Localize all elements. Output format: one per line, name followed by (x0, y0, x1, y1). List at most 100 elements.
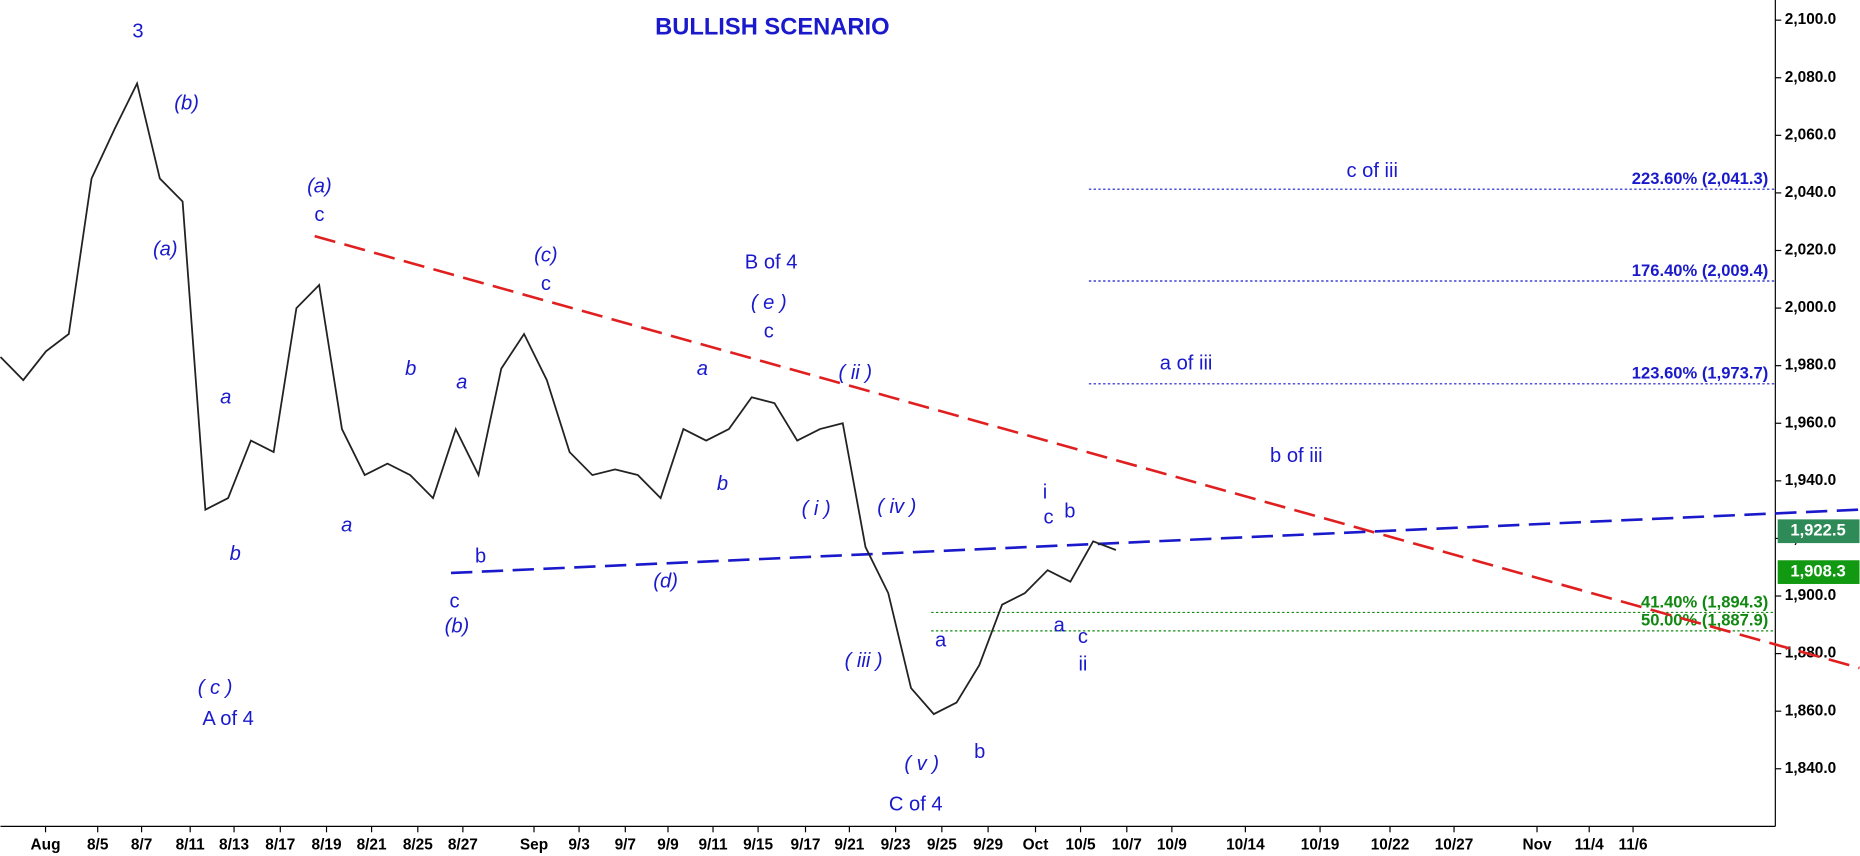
x-tick-label: 8/21 (357, 836, 387, 853)
wave-label: ( c ) (198, 677, 233, 699)
x-tick-label: 10/22 (1371, 836, 1410, 853)
wave-label: a (220, 387, 231, 409)
x-tick-label: 9/15 (743, 836, 773, 853)
wave-label: b of iii (1270, 445, 1323, 467)
x-tick-label: 8/7 (131, 836, 152, 853)
x-tick-label: 9/21 (834, 836, 864, 853)
y-tick-label: 2,040.0 (1785, 184, 1836, 201)
y-tick-label: 2,060.0 (1785, 126, 1836, 143)
fib-label: 50.00% (1,887.9) (1641, 611, 1768, 630)
wave-label: c (314, 204, 324, 226)
wave-label: c (541, 273, 551, 295)
wave-label: c (764, 320, 774, 342)
chart-title: BULLISH SCENARIO (655, 15, 889, 41)
wave-label: b (230, 543, 241, 565)
fib-label: 123.60% (1,973.7) (1632, 364, 1768, 383)
x-tick-label: 9/9 (657, 836, 678, 853)
x-tick-label: 9/7 (615, 836, 636, 853)
wave-label: b (974, 741, 985, 763)
x-tick-label: 8/13 (219, 836, 249, 853)
trendline (450, 508, 1860, 575)
x-tick-label: 10/14 (1226, 836, 1265, 853)
x-tick-label: 9/17 (791, 836, 821, 853)
wave-label: A of 4 (202, 708, 254, 730)
price-tag (1777, 560, 1860, 584)
wave-label: ( e ) (751, 292, 787, 314)
wave-label: a (935, 630, 947, 652)
fib-label: 176.40% (2,009.4) (1632, 261, 1768, 280)
x-tick-label: 8/19 (312, 836, 342, 853)
wave-label: ( i ) (802, 498, 831, 520)
wave-label: a (456, 371, 467, 393)
wave-label: (b) (174, 93, 199, 115)
x-tick-label: 9/11 (698, 836, 728, 853)
wave-label: a (697, 358, 708, 380)
x-tick-label: Nov (1522, 836, 1552, 853)
x-tick-label: 8/27 (448, 836, 478, 853)
wave-label: b (717, 473, 728, 495)
fib-label: 41.40% (1,894.3) (1641, 592, 1768, 611)
y-tick-label: 2,000.0 (1785, 299, 1836, 316)
wave-label: (d) (653, 570, 678, 592)
x-tick-label: 11/4 (1575, 836, 1605, 853)
x-tick-label: 10/19 (1301, 836, 1340, 853)
wave-label: c of iii (1346, 160, 1397, 182)
x-tick-label: Sep (520, 836, 548, 853)
price-tag-label: 1,922.5 (1790, 521, 1845, 540)
y-tick-label: 1,900.0 (1785, 587, 1836, 604)
y-tick-label: 2,020.0 (1785, 242, 1836, 259)
wave-label: (a) (307, 176, 332, 198)
wave-label: c (1044, 506, 1054, 528)
x-tick-label: Oct (1023, 836, 1049, 853)
wave-label: b (405, 358, 416, 380)
price-tag (1777, 519, 1860, 544)
y-tick-label: 1,960.0 (1785, 414, 1836, 431)
y-tick-label: 1,980.0 (1785, 357, 1836, 374)
y-tick-label: 2,080.0 (1785, 69, 1836, 86)
y-tick-label: 1,840.0 (1785, 760, 1836, 777)
x-tick-label: 8/11 (176, 836, 206, 853)
x-tick-label: 9/23 (881, 836, 911, 853)
wave-label: c (1078, 626, 1088, 648)
wave-label: c (450, 591, 460, 613)
wave-label: (a) (153, 238, 178, 260)
x-tick-label: 10/27 (1435, 836, 1474, 853)
y-tick-label: 2,100.0 (1785, 11, 1836, 28)
x-tick-label: 10/7 (1112, 836, 1142, 853)
wave-label: ( v ) (904, 753, 939, 775)
wave-label: i (1043, 482, 1047, 504)
price-tag-label: 1,908.3 (1790, 561, 1845, 580)
x-tick-label: 8/17 (265, 836, 295, 853)
wave-label: a (1054, 614, 1066, 636)
wave-label: ( ii ) (839, 362, 873, 384)
wave-label: 3 (132, 20, 143, 42)
price-line (0, 80, 1117, 716)
wave-label: (c) (534, 244, 557, 266)
wave-label: a (341, 515, 352, 537)
wave-label: B of 4 (745, 252, 798, 274)
wave-label: a of iii (1160, 352, 1213, 374)
x-tick-label: 10/5 (1066, 836, 1096, 853)
trendline (314, 234, 1860, 670)
wave-label: b (1064, 501, 1075, 523)
wave-label: ( iv ) (877, 496, 916, 518)
wave-label: C of 4 (889, 793, 943, 815)
x-tick-label: 9/3 (568, 836, 590, 853)
wave-label: (b) (445, 616, 470, 638)
x-tick-label: 8/5 (87, 836, 109, 853)
fib-label: 223.60% (2,041.3) (1632, 169, 1768, 188)
x-tick-label: 11/6 (1618, 836, 1648, 853)
x-tick-label: 9/29 (973, 836, 1003, 853)
y-tick-label: 1,940.0 (1785, 472, 1836, 489)
x-tick-label: 8/25 (403, 836, 433, 853)
wave-label: ii (1078, 653, 1087, 675)
wave-label: ( iii ) (845, 650, 883, 672)
x-tick-label: 10/9 (1157, 836, 1187, 853)
x-tick-label: Aug (31, 836, 61, 853)
y-tick-label: 1,860.0 (1785, 702, 1836, 719)
x-tick-label: 9/25 (927, 836, 957, 853)
wave-label: b (475, 546, 486, 568)
